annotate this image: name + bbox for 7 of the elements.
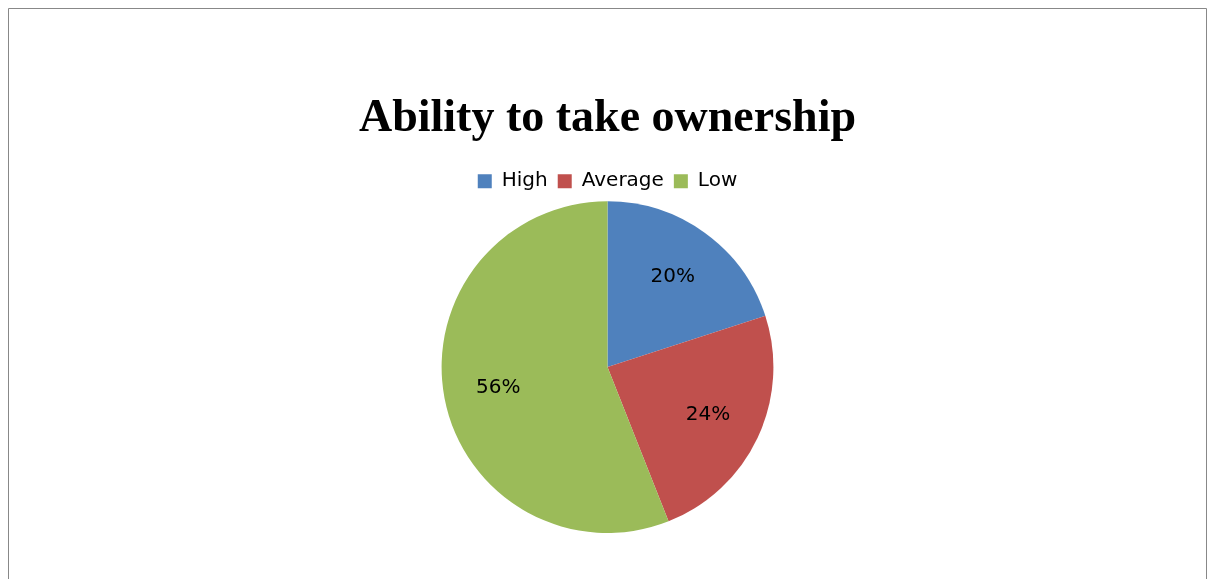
chart-title: Ability to take ownership — [358, 90, 857, 142]
data-label: 56% — [476, 374, 521, 399]
legend-label: Low — [697, 167, 738, 192]
legend-label: Average — [581, 167, 664, 192]
data-label: 20% — [650, 263, 696, 288]
data-label: 24% — [685, 400, 731, 425]
legend-label: High — [501, 167, 548, 192]
